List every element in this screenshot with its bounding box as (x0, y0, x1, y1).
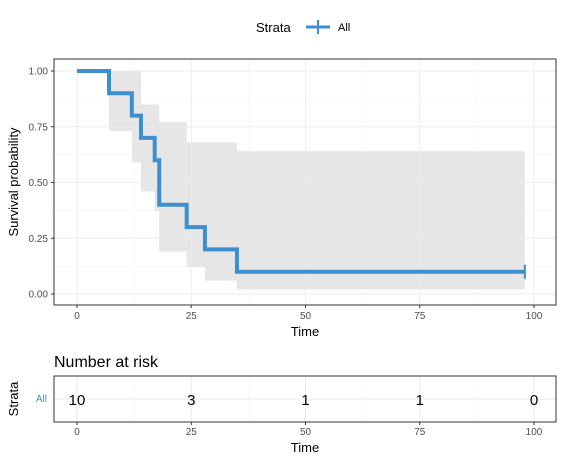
risk-count: 1 (416, 392, 424, 409)
risk-table-title: Number at risk (54, 354, 159, 371)
risk-x-tick-label: 50 (300, 427, 312, 438)
x-tick-label: 75 (414, 311, 426, 322)
survival-curve (77, 69, 525, 274)
risk-y-axis-title: Strata (6, 381, 21, 416)
x-axis-ticks: 0 25 50 75 100 (74, 305, 543, 322)
y-axis-ticks: 0.00 0.25 0.50 0.75 1.00 (29, 67, 54, 301)
confidence-band (77, 71, 525, 290)
y-axis-title: Survival probability (6, 127, 21, 237)
risk-x-axis-ticks: 0 25 50 75 100 (74, 422, 543, 438)
legend-title: Strata (256, 20, 291, 35)
x-tick-label: 50 (300, 311, 312, 322)
legend-label: All (338, 22, 350, 34)
risk-table: Number at risk 10 3 1 1 0 All Strata 0 25 50 75… (6, 354, 557, 455)
risk-gridlines (54, 376, 556, 422)
legend: Strata All (256, 20, 350, 35)
x-tick-label: 100 (526, 311, 543, 322)
risk-count: 3 (187, 392, 195, 409)
y-tick-label: 1.00 (29, 67, 49, 78)
risk-count: 0 (530, 392, 538, 409)
risk-row-label: All (36, 394, 47, 405)
risk-x-tick-label: 25 (186, 427, 198, 438)
risk-x-tick-label: 75 (414, 427, 426, 438)
risk-count: 10 (69, 392, 86, 409)
risk-x-axis-title: Time (291, 440, 319, 455)
y-tick-label: 0.00 (29, 290, 49, 301)
main-gridlines-major (54, 59, 556, 305)
risk-count: 1 (301, 392, 309, 409)
x-axis-title: Time (291, 324, 319, 339)
x-tick-label: 25 (186, 311, 198, 322)
risk-x-tick-label: 100 (526, 427, 543, 438)
risk-x-tick-label: 0 (74, 427, 80, 438)
survival-plot: 0.00 0.25 0.50 0.75 1.00 0 25 50 75 100 Survival… (6, 58, 557, 339)
risk-values: 10 3 1 1 0 (69, 392, 539, 409)
y-tick-label: 0.75 (29, 122, 49, 133)
y-tick-label: 0.25 (29, 234, 49, 245)
x-tick-label: 0 (74, 311, 80, 322)
y-tick-label: 0.50 (29, 178, 49, 189)
